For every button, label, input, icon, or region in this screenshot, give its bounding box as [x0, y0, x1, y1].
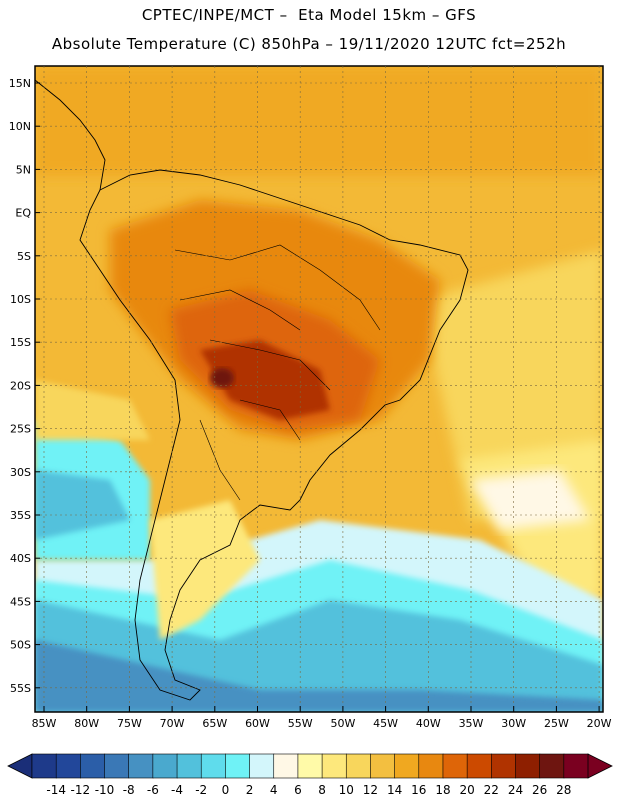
colorbar-swatch — [249, 753, 275, 779]
lat-label: 35S — [10, 509, 31, 522]
lat-label: 5S — [17, 250, 31, 263]
north-warm-band — [35, 66, 603, 176]
colorbar-label: 14 — [387, 783, 402, 797]
map-frame — [34, 65, 604, 713]
lat-label: 45S — [10, 595, 31, 608]
pacific-blue — [35, 470, 130, 540]
lon-label: 70W — [160, 717, 185, 730]
colorbar-swatch — [394, 753, 420, 779]
south-deep-blue — [35, 640, 603, 712]
colorbar-swatch — [466, 753, 492, 779]
chart-title-line2: Absolute Temperature (C) 850hPa – 19/11/… — [51, 35, 567, 53]
colorbar-swatch — [539, 753, 565, 779]
colorbar-swatch — [104, 753, 130, 779]
colorbar-label: 20 — [459, 783, 474, 797]
lon-label: 60W — [245, 717, 270, 730]
continent-very-hot — [200, 340, 330, 420]
latitude-labels: 15N 10N 5N EQ 5S 10S 15S 20S 25S 30S 35S 40S 45S 50S 5… — [9, 77, 40, 695]
lon-label: 30W — [501, 717, 526, 730]
colorbar-swatch — [442, 753, 468, 779]
colorbar-label: -2 — [195, 783, 207, 797]
colorbar-swatch — [80, 753, 106, 779]
colorbar-label: 2 — [246, 783, 254, 797]
hotspot-core — [210, 368, 234, 388]
south-america-coastline — [79, 169, 469, 701]
colorbar-swatch — [31, 753, 57, 779]
colorbar-swatch — [321, 753, 347, 779]
colorbar-low-arrow — [7, 753, 33, 779]
colorbar-swatch — [152, 753, 178, 779]
colorbar-label: 18 — [435, 783, 450, 797]
colorbar-swatch — [200, 753, 226, 779]
colorbar-label: -10 — [95, 783, 115, 797]
colorbar-label: -6 — [147, 783, 159, 797]
colorbar-label: 16 — [411, 783, 426, 797]
lon-label: 25W — [544, 717, 569, 730]
colorbar-label: -4 — [171, 783, 183, 797]
lon-label: 35W — [459, 717, 484, 730]
colorbar-label: 12 — [363, 783, 378, 797]
colorbar-label: -14 — [46, 783, 66, 797]
colorbar-label: 4 — [270, 783, 278, 797]
longitude-labels: 85W 80W 75W 70W 65W 60W 55W 50W 45W 40W 35W 30W 25W 2… — [32, 706, 612, 730]
colorbar-label: 24 — [508, 783, 523, 797]
colorbar-label: 28 — [556, 783, 571, 797]
colorbar-high-arrow — [587, 753, 613, 779]
colorbar-swatch — [370, 753, 396, 779]
colorbar-swatch — [55, 753, 81, 779]
colorbar-label: -8 — [123, 783, 135, 797]
lat-label: 10S — [10, 293, 31, 306]
lat-label: 10N — [9, 120, 31, 133]
colorbar-label: 26 — [532, 783, 547, 797]
colorbar-label: 10 — [339, 783, 354, 797]
colorbar-swatch — [176, 753, 202, 779]
colorbar-label: 6 — [294, 783, 302, 797]
colorbar-label: 8 — [318, 783, 326, 797]
lat-label: 25S — [10, 423, 31, 436]
lon-label: 75W — [117, 717, 142, 730]
lat-label: 15S — [10, 336, 31, 349]
lon-label: 65W — [202, 717, 227, 730]
lon-label: 50W — [330, 717, 355, 730]
colorbar: -14 -12 -10 -8 -6 -4 -2 0 2 4 6 8 10 12 14 16 18 20 22 24 26… — [7, 753, 613, 797]
lat-label: 40S — [10, 552, 31, 565]
colorbar-swatch — [515, 753, 541, 779]
colorbar-swatch — [297, 753, 323, 779]
lon-label: 85W — [32, 717, 57, 730]
central-america-coastline — [35, 79, 106, 191]
colorbar-swatch — [563, 753, 589, 779]
lon-label: 45W — [373, 717, 398, 730]
lat-label: 30S — [10, 466, 31, 479]
colorbar-swatch — [225, 753, 251, 779]
lon-label: 80W — [74, 717, 99, 730]
colorbar-label: 0 — [222, 783, 230, 797]
colorbar-swatch — [345, 753, 372, 779]
lat-label: 5N — [16, 163, 31, 176]
lat-label: 15N — [9, 77, 31, 90]
patagonia-pale — [150, 500, 260, 640]
chart-title-line1: CPTEC/INPE/MCT – Eta Model 15km – GFS — [141, 6, 477, 24]
colorbar-label: 22 — [484, 783, 499, 797]
lon-label: 40W — [416, 717, 441, 730]
lon-label: 55W — [288, 717, 313, 730]
lat-label: 20S — [10, 379, 31, 392]
colorbar-swatch — [491, 753, 517, 779]
colorbar-swatch — [418, 753, 444, 779]
lat-label: 50S — [10, 639, 31, 652]
pacific-yellow — [35, 380, 150, 440]
lat-label: 55S — [10, 682, 31, 695]
colorbar-swatch — [128, 753, 154, 779]
colorbar-label: -12 — [71, 783, 91, 797]
lat-label: EQ — [15, 207, 31, 220]
temperature-field — [35, 66, 603, 712]
colorbar-swatch — [273, 753, 299, 779]
lon-label: 20W — [587, 717, 612, 730]
